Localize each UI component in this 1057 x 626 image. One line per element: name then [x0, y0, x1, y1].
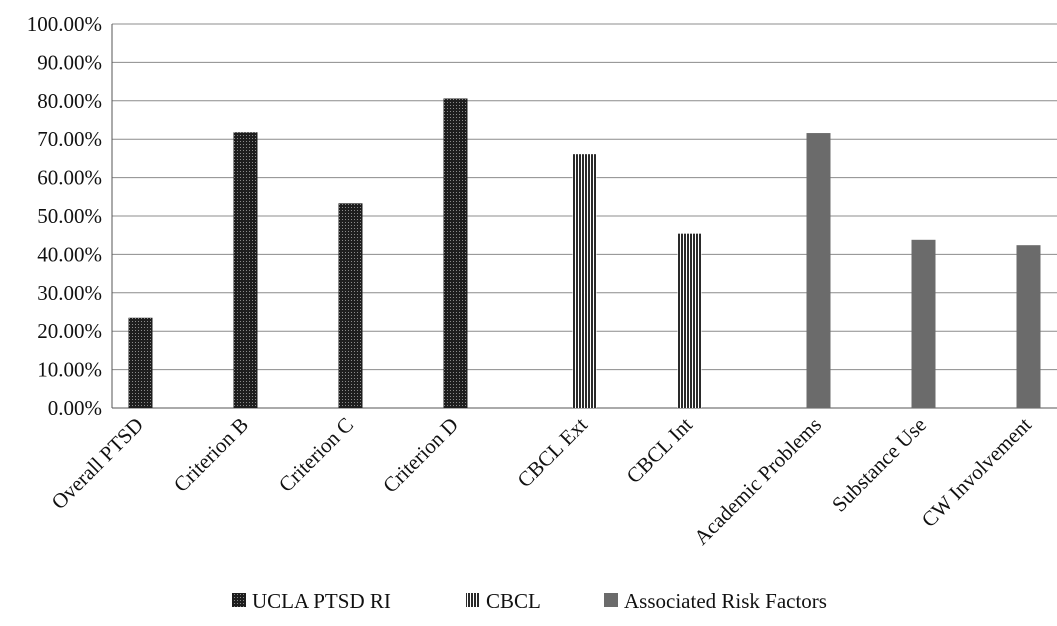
legend-label: UCLA PTSD RI [252, 589, 391, 613]
x-category-label: Criterion B [169, 413, 253, 497]
bar-criterion-d [443, 98, 468, 408]
x-category-label: Criterion C [274, 413, 358, 497]
legend-swatch [604, 593, 618, 607]
x-category-label: Substance Use [827, 413, 931, 517]
legend-label: CBCL [486, 589, 541, 613]
bar-criterion-c [338, 203, 363, 408]
y-tick-label: 0.00% [48, 396, 102, 420]
legend-swatch [232, 593, 246, 607]
y-tick-label: 10.00% [37, 358, 102, 382]
x-category-label: Academic Problems [689, 413, 826, 550]
legend-label: Associated Risk Factors [624, 589, 827, 613]
bar-cw-involvement [1016, 245, 1041, 408]
bar-cbcl-int [677, 233, 702, 408]
legend: UCLA PTSD RI CBCL Associated Risk Factors [232, 589, 827, 613]
y-tick-label: 40.00% [37, 242, 102, 266]
y-tick-label: 20.00% [37, 319, 102, 343]
legend-swatch [466, 593, 480, 607]
bar-cbcl-ext [572, 154, 597, 408]
x-category-label: Overall PTSD [47, 413, 149, 515]
x-category-label: Criterion D [378, 413, 463, 498]
y-tick-label: 80.00% [37, 89, 102, 113]
bar-criterion-b [233, 132, 258, 408]
x-category-label: CW Involvement [917, 412, 1037, 532]
y-tick-label: 60.00% [37, 166, 102, 190]
y-axis-tick-labels: 0.00% 10.00% 20.00% 30.00% 40.00% 50.00% 60.00… [27, 12, 102, 420]
x-category-label: CBCL Ext [512, 412, 592, 492]
bar-substance-use [911, 239, 936, 408]
bar-academic-problems [806, 133, 831, 408]
x-category-label: CBCL Int [622, 412, 698, 488]
y-tick-label: 50.00% [37, 204, 102, 228]
bar-overall-ptsd [128, 317, 153, 408]
x-axis-category-labels: Overall PTSD Criterion B Criterion C Criter… [47, 412, 1037, 549]
y-tick-label: 30.00% [37, 281, 102, 305]
bars [128, 98, 1041, 408]
y-tick-label: 100.00% [27, 12, 102, 36]
y-tick-label: 90.00% [37, 50, 102, 74]
y-tick-label: 70.00% [37, 127, 102, 151]
